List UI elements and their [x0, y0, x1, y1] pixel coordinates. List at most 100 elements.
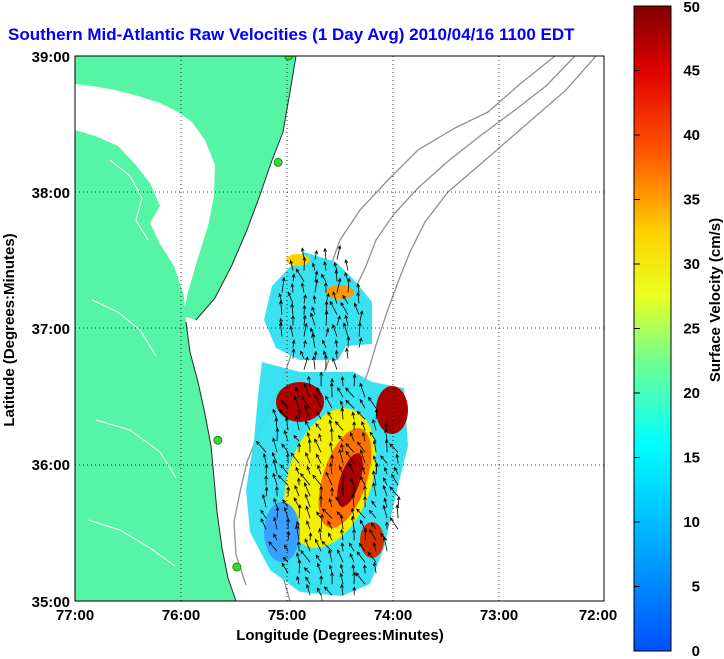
velocity-arrow: [260, 517, 267, 530]
velocity-arrow: [295, 415, 300, 431]
velocity-arrow: [361, 431, 366, 442]
velocity-arrow: [277, 474, 289, 486]
velocity-arrow: [348, 542, 355, 552]
velocity-arrow: [293, 395, 300, 409]
velocity-arrow: [321, 508, 333, 519]
velocity-arrow: [327, 411, 333, 420]
velocity-arrow: [336, 315, 341, 326]
velocity-arrow: [286, 452, 290, 464]
x-tick-label: 77:00: [56, 607, 94, 624]
velocity-arrow: [314, 278, 319, 293]
velocity-arrow: [300, 282, 305, 293]
velocity-arrow: [339, 572, 344, 585]
velocity-arrow: [369, 431, 377, 442]
velocity-arrow: [340, 485, 345, 497]
velocity-arrow: [311, 306, 316, 315]
velocity-arrow: [344, 258, 349, 271]
velocity-arrow: [329, 441, 333, 453]
velocity-arrow: [372, 482, 377, 497]
x-tick-label: 75:00: [268, 607, 306, 624]
velocity-arrow: [363, 495, 367, 508]
velocity-arrow: [282, 499, 289, 508]
station-marker: [232, 562, 242, 572]
velocity-arrow: [302, 314, 307, 326]
velocity-arrow: [332, 357, 338, 370]
velocity-arrow: [352, 373, 357, 387]
velocity-arrow: [384, 438, 389, 453]
velocity-arrow: [312, 474, 322, 486]
velocity-arrow: [358, 310, 364, 326]
velocity-arrow: [345, 450, 355, 464]
colorbar-label: Surface Velocity (cm/s): [707, 218, 724, 382]
velocity-arrow: [343, 322, 349, 337]
velocity-arrow: [345, 347, 349, 359]
velocity-arrow: [281, 443, 289, 453]
velocity-arrow: [330, 487, 335, 497]
velocity-arrow: [380, 455, 388, 464]
velocity-arrow: [340, 528, 344, 541]
y-axis-label: Latitude (Degrees:Minutes): [1, 233, 18, 426]
velocity-arrow: [385, 521, 389, 530]
velocity-arrow: [329, 382, 334, 398]
velocity-arrow: [318, 433, 322, 442]
velocity-arrow: [300, 350, 305, 359]
colorbar-tick-label: 25: [683, 321, 700, 338]
velocity-arrow: [296, 575, 300, 585]
velocity-arrow: [359, 398, 366, 409]
land-delmarva: [75, 56, 296, 320]
y-tick-label: 35:00: [32, 594, 70, 611]
colorbar-tick-label: 30: [683, 256, 700, 273]
velocity-arrow: [394, 466, 399, 475]
coastline: [87, 159, 177, 567]
velocity-arrow: [283, 544, 289, 552]
velocity-arrow: [316, 411, 322, 420]
velocity-arrow: [346, 335, 351, 348]
velocity-arrow: [339, 563, 344, 574]
velocity-arrow: [372, 561, 377, 574]
velocity-arrow: [315, 422, 322, 431]
velocity-arrow: [358, 542, 366, 552]
velocity-arrow: [275, 506, 280, 519]
velocity-arrow: [334, 339, 339, 348]
velocity-arrow: [279, 299, 283, 315]
velocity-arrow: [272, 459, 278, 475]
velocity-arrow: [286, 530, 291, 541]
velocity-arrow: [284, 416, 289, 431]
velocity-arrow: [356, 508, 366, 519]
velocity-arrow: [372, 541, 377, 552]
velocity-arrow: [290, 282, 295, 293]
velocity-arrow: [291, 314, 295, 326]
y-tick-label: 39:00: [32, 49, 70, 66]
velocity-arrow: [383, 497, 388, 508]
velocity-arrow: [339, 400, 344, 409]
velocity-arrow: [306, 465, 311, 475]
velocity-arrow: [323, 586, 333, 596]
velocity-arrow: [323, 281, 328, 293]
station-marker: [213, 435, 223, 445]
velocity-arrow: [296, 540, 301, 552]
colorbar-tick-label: 20: [683, 385, 700, 402]
velocity-arrow: [281, 276, 286, 293]
velocity-arrow: [361, 466, 366, 475]
velocity-arrow: [328, 498, 333, 508]
velocity-arrow: [303, 339, 307, 348]
velocity-arrow: [314, 270, 319, 282]
velocity-arrow: [369, 528, 377, 541]
velocity-arrow: [272, 472, 278, 486]
plot-area: [74, 55, 605, 602]
velocity-arrow: [281, 562, 289, 574]
velocity-arrow: [340, 583, 344, 596]
velocity-arrow: [325, 395, 333, 409]
velocity-arrow: [359, 449, 366, 464]
colorbar-tick-label: 10: [683, 514, 700, 531]
velocity-arrow: [311, 333, 316, 348]
velocity-arrow: [351, 493, 355, 508]
velocity-arrow: [305, 505, 311, 519]
velocity-arrow: [295, 466, 300, 475]
velocity-arrow: [367, 551, 377, 563]
velocity-arrow: [300, 549, 311, 563]
velocity-arrow: [371, 500, 377, 508]
velocity-arrow: [273, 516, 278, 530]
velocity-arrow: [336, 245, 342, 260]
velocity-arrow: [363, 485, 367, 497]
